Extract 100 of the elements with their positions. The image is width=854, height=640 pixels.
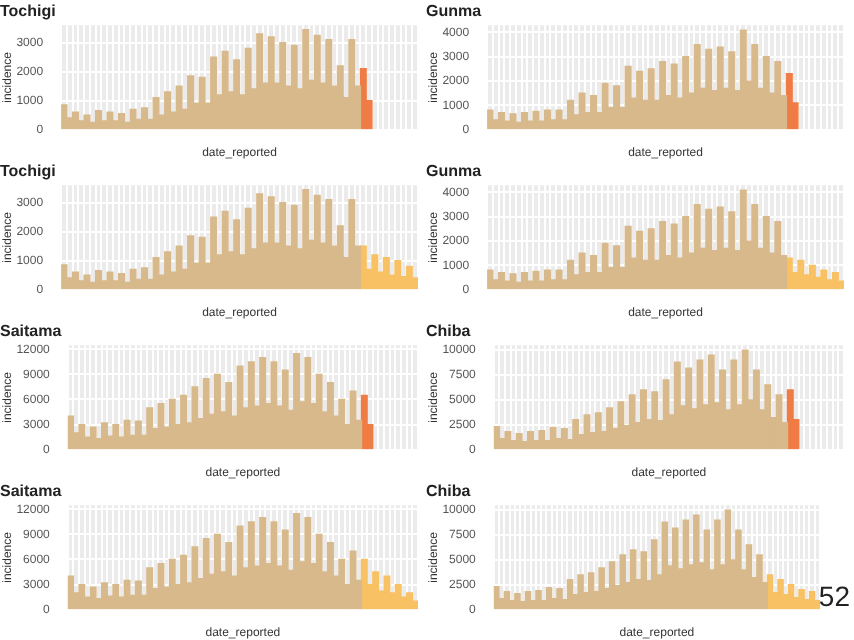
bar [270,361,278,450]
bar [383,575,391,610]
bar [225,382,233,450]
bar [157,403,165,450]
bar [233,219,241,290]
bar [382,257,390,290]
bar [735,529,742,610]
bar [509,273,517,290]
bar [106,271,114,290]
bar [673,361,681,450]
bar [659,220,667,290]
bar [259,517,267,610]
bar [213,373,221,450]
bar [146,567,154,610]
bar [504,431,512,450]
bar [371,254,379,290]
chart-title: Tochigi [0,162,56,181]
bar [304,357,312,450]
bar [567,259,575,290]
bar [613,85,621,130]
bar [619,554,626,610]
bar [777,579,784,610]
bar [808,264,816,290]
bar [293,512,301,610]
bar [225,542,233,610]
chart-title: Gunma [426,2,483,21]
bar [134,580,142,610]
bar [210,216,218,290]
bar [532,270,540,290]
bar [78,423,86,450]
bar [405,265,413,290]
bar [187,75,195,130]
bar [187,235,195,290]
bar [719,369,727,450]
annotation: 52 [818,580,850,612]
bar [590,254,598,290]
bar [509,113,517,130]
bar [213,533,221,610]
bar [764,384,772,450]
bar [728,211,736,290]
bar [336,225,344,290]
bar [157,563,165,610]
bar [406,592,414,610]
bar [118,112,126,130]
bar [180,554,188,610]
chart-title: Saitama [0,482,63,501]
bar [538,430,546,450]
bar [256,33,264,130]
bar [560,428,568,450]
bar [639,389,647,450]
bar [112,423,120,450]
bar [338,558,346,610]
bar [798,589,805,610]
bar [774,220,782,290]
bar [94,110,103,130]
bar [682,216,690,290]
bar [617,401,625,450]
bar [141,107,149,130]
bar [636,70,644,130]
bar [762,56,770,130]
bar [636,230,644,290]
bar [325,199,333,290]
bar [259,357,267,450]
bar [304,517,312,610]
bar [751,203,759,290]
bar [256,193,264,290]
bar [730,359,738,450]
bar [279,41,287,130]
bar [514,593,521,610]
bar [762,216,770,290]
bar [118,272,126,290]
bar [598,567,605,610]
chart-title: Chiba [426,482,472,501]
bar [372,571,380,610]
bar [837,280,844,290]
bar [78,583,86,610]
bar [613,245,621,290]
bar [774,60,782,130]
bar [191,546,199,610]
bar [693,514,700,610]
bar [659,60,667,130]
bar [141,267,149,290]
bar [325,39,333,130]
bar [348,39,356,130]
bar [714,519,721,610]
bar [247,521,255,610]
bar [247,361,255,450]
bar [326,382,334,450]
bar [293,352,301,450]
chart-title: Chiba [426,322,472,341]
bar [83,274,91,290]
bar [752,369,760,450]
bar [814,599,820,610]
chart-title: Tochigi [0,2,56,21]
bar [705,208,713,290]
bar [567,99,575,130]
bar [146,407,154,450]
bar [270,521,278,610]
bar [210,56,218,130]
bar [164,91,172,130]
